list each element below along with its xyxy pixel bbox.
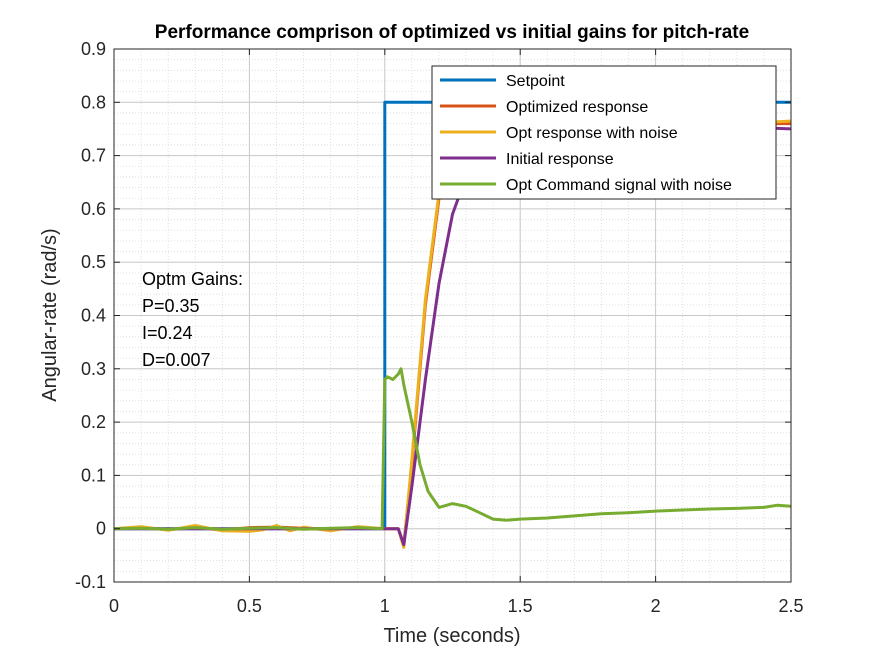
legend-label-setpoint: Setpoint: [506, 73, 565, 90]
annotation-line: Optm Gains:: [142, 269, 243, 289]
annotation-line: P=0.35: [142, 296, 200, 316]
annotation-line: D=0.007: [142, 350, 211, 370]
x-tick-label: 1.5: [508, 596, 533, 616]
y-tick-label: 0: [96, 519, 106, 539]
y-tick-label: 0.3: [81, 359, 106, 379]
legend-label-initial-response: Initial response: [506, 151, 614, 168]
chart-title: Performance comprison of optimized vs in…: [155, 22, 749, 43]
y-tick-label: 0.4: [81, 306, 106, 326]
gains-annotation: Optm Gains: P=0.35 I=0.24 D=0.007: [142, 269, 243, 370]
series-line-opt-command-signal-with-noise: [114, 367, 791, 531]
x-axis-label: Time (seconds): [383, 625, 520, 647]
y-tick-label: 0.1: [81, 465, 106, 485]
x-tick-label: 0.5: [237, 596, 262, 616]
legend-label-opt-response-with-noise: Opt response with noise: [506, 125, 678, 142]
legend-label-optimized-response: Optimized response: [506, 99, 648, 116]
y-tick-label: -0.1: [75, 572, 106, 592]
legend-label-opt-command-signal-with-noise: Opt Command signal with noise: [506, 177, 732, 194]
y-tick-label: 0.2: [81, 412, 106, 432]
y-tick-label: 0.9: [81, 39, 106, 59]
annotation-line: I=0.24: [142, 323, 193, 343]
x-tick-label: 2: [651, 596, 661, 616]
tick-layer: 0 0.5 1 1.5 2 2.5-0.100.10.20.30.40.50.60.70.…: [75, 39, 804, 616]
x-tick-label: 1: [380, 596, 390, 616]
y-tick-label: 0.6: [81, 199, 106, 219]
legend: Setpoint Optimized response Opt response w…: [431, 65, 777, 200]
y-tick-label: 0.5: [81, 252, 106, 272]
x-tick-label: 0: [109, 596, 119, 616]
y-tick-label: 0.7: [81, 146, 106, 166]
y-tick-label: 0.8: [81, 92, 106, 112]
x-tick-label: 2.5: [778, 596, 803, 616]
y-axis-label: Angular-rate (rad/s): [39, 228, 61, 401]
